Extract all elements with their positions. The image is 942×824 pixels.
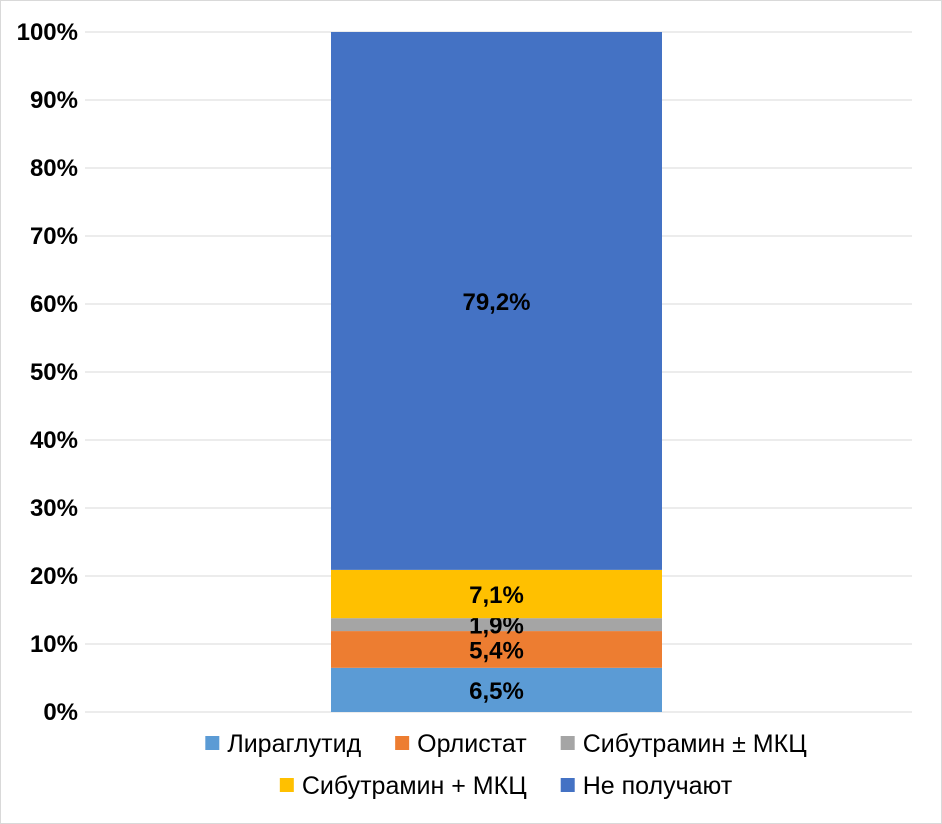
legend-label: Орлистат <box>417 730 527 758</box>
y-tick-label: 60% <box>30 291 78 318</box>
bar-segment <box>331 618 662 632</box>
legend-label: Лираглутид <box>227 730 361 758</box>
y-tick-label: 50% <box>30 359 78 386</box>
y-tick-label: 0% <box>43 699 78 726</box>
y-tick-label: 10% <box>30 631 78 658</box>
data-label: 5,4% <box>469 637 524 664</box>
y-tick-label: 30% <box>30 495 78 522</box>
legend-swatch <box>395 736 410 750</box>
bar-segment <box>331 32 662 570</box>
legend-swatch <box>205 736 220 750</box>
data-label: 79,2% <box>462 289 530 316</box>
bar-segment <box>331 569 662 619</box>
legend-label: Сибутрамин ± МКЦ <box>583 730 808 758</box>
y-tick-label: 40% <box>30 427 78 454</box>
y-tick-label: 20% <box>30 563 78 590</box>
legend-label: Не получают <box>583 772 733 800</box>
legend-swatch <box>560 778 575 792</box>
data-label: 7,1% <box>469 582 524 609</box>
y-tick-label: 80% <box>30 155 78 182</box>
y-tick-label: 90% <box>30 87 78 114</box>
legend-label: Сибутрамин + МКЦ <box>302 772 527 800</box>
data-label: 6,5% <box>469 678 524 705</box>
bar-segment <box>331 631 662 668</box>
y-tick-label: 100% <box>17 19 78 46</box>
y-tick-label: 70% <box>30 223 78 250</box>
legend-swatch <box>560 736 575 750</box>
legend-swatch <box>279 778 294 792</box>
bar-segment <box>331 667 662 712</box>
